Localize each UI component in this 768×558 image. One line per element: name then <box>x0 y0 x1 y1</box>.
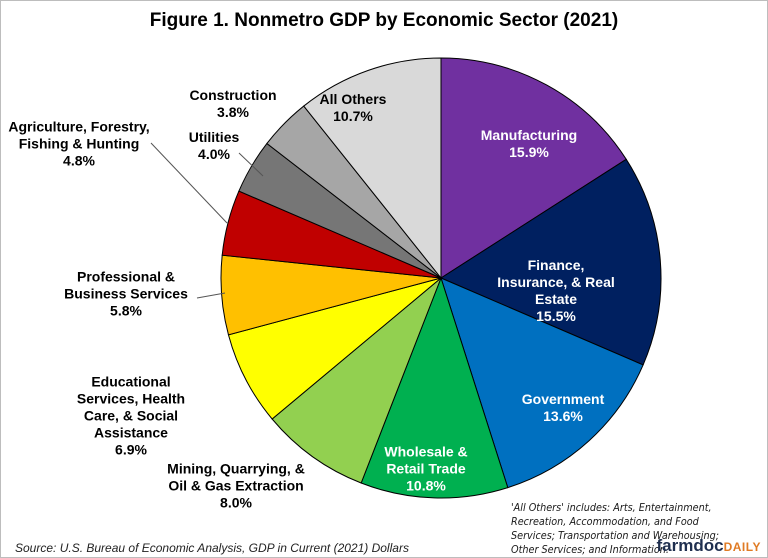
slice-value: 13.6% <box>543 408 583 424</box>
data-label-5: Educational Services, Health Care, & Soc… <box>61 374 201 459</box>
slice-value: 8.0% <box>220 494 252 511</box>
slice-value: 3.8% <box>217 104 249 120</box>
data-label-3: Wholesale & Retail Trade 10.8% <box>374 444 479 495</box>
slice-name: Construction <box>189 87 277 103</box>
leader-line-1 <box>196 292 226 299</box>
slice-name: All Others <box>319 91 387 107</box>
slice-name: Manufacturing <box>480 127 578 143</box>
logo-part2: DAILY <box>723 540 761 554</box>
data-label-2: Government 13.6% <box>503 391 623 425</box>
data-label-10: All Others 10.7% <box>308 91 398 125</box>
slice-name: Wholesale & Retail Trade <box>384 443 468 477</box>
data-label-9: Construction 3.8% <box>178 87 288 121</box>
slice-value: 6.9% <box>115 441 147 458</box>
data-label-8: Utilities 4.0% <box>174 129 254 163</box>
data-label-7: Agriculture, Forestry, Fishing & Hunting… <box>4 119 154 170</box>
data-label-4: Mining, Quarrying, & Oil & Gas Extractio… <box>161 461 311 512</box>
slice-name: Utilities <box>188 129 240 145</box>
slice-value: 5.8% <box>110 302 142 319</box>
slice-value: 15.5% <box>536 308 576 324</box>
pie-slice-4 <box>271 277 442 484</box>
pie-slice-1 <box>439 158 662 366</box>
slice-name: Educational Services, Health Care, & Soc… <box>76 373 186 441</box>
chart-title: Figure 1. Nonmetro GDP by Economic Secto… <box>149 10 619 31</box>
slice-value: 15.9% <box>509 144 549 160</box>
slice-name: Mining, Quarrying, & Oil & Gas Extractio… <box>167 460 305 494</box>
pie-slice-3 <box>360 276 509 499</box>
slice-value: 10.8% <box>406 477 446 494</box>
data-label-1: Finance, Insurance, & Real Estate 15.5% <box>496 257 616 325</box>
annotation-note: 'All Others' includes: Arts, Entertainme… <box>511 502 720 556</box>
slice-value: 4.8% <box>63 152 95 169</box>
leader-line-2 <box>238 152 264 177</box>
slice-value: 10.7% <box>333 108 373 124</box>
leader-line-0 <box>150 142 228 224</box>
farmdoc-logo: farmdocDAILY <box>657 536 761 556</box>
logo-part1: farmdoc <box>656 536 724 555</box>
slice-value: 4.0% <box>198 146 230 162</box>
pie-slice-10 <box>303 57 442 280</box>
data-label-6: Professional & Business Services 5.8% <box>46 269 206 320</box>
source-note: Source: U.S. Bureau of Economic Analysis… <box>15 541 409 555</box>
slice-name: Finance, Insurance, & Real Estate <box>497 257 615 307</box>
slice-name: Government <box>521 391 605 407</box>
pie-slice-0 <box>440 57 627 279</box>
slice-name: Professional & Business Services <box>64 268 188 302</box>
slice-name: Agriculture, Forestry, Fishing & Hunting <box>8 118 150 152</box>
data-label-0: Manufacturing 15.9% <box>459 127 599 161</box>
